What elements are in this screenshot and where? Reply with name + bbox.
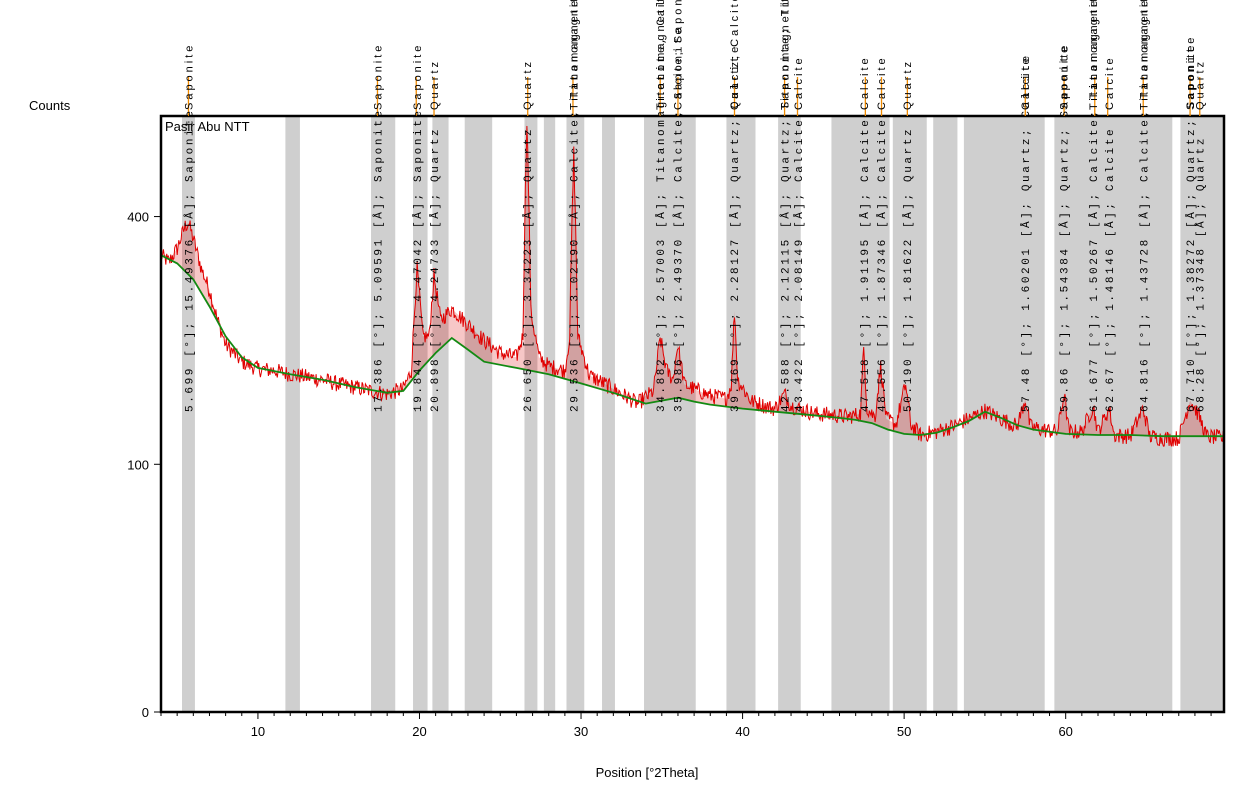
x-tick-label-3: 40: [735, 724, 749, 739]
phase-label-6: Titanomagnetite,: [655, 0, 667, 110]
peak-label-1: 17.386 [°]; 5.09591 [Å]; Saponite: [372, 108, 385, 412]
x-tick-label-4: 50: [897, 724, 911, 739]
excluded-range-5: [464, 116, 493, 712]
phase-label-15: Saponite: [1058, 43, 1070, 110]
peak-label-20: 68.28 [°]; 1.37348 [Å]; Quartz: [1194, 136, 1207, 412]
excluded-range-10: [644, 116, 696, 712]
x-tick-label-2: 30: [574, 724, 588, 739]
peak-label-8: 39.469 [°]; 2.28127 [Å]; Quartz; Calcite: [729, 44, 742, 412]
phase-label-7: Calcite; Saponite: [673, 0, 685, 110]
x-tick-label-1: 20: [412, 724, 426, 739]
y-tick-label-0: 0: [142, 705, 149, 720]
peak-label-18: 64.816 [°]; 1.43728 [Å]; Calcite; Titano…: [1138, 0, 1151, 412]
plot-frame: [159, 114, 1226, 714]
y-tick-label-1: 100: [127, 457, 149, 472]
phase-label-10: Calcite: [793, 55, 805, 110]
peak-label-14: 57.48 [°]; 1.60201 [Å]; Quartz; Calcite: [1020, 53, 1033, 412]
excluded-range-2: [371, 116, 396, 712]
excluded-range-4: [432, 116, 449, 712]
phase-label-20: Quartz: [1194, 59, 1206, 110]
excluded-range-7: [543, 116, 556, 712]
excluded-range-0: [182, 116, 195, 712]
phase-label-18: Titanomagnetite: [1138, 0, 1150, 110]
y-axis-label: Counts: [29, 98, 71, 113]
peak-labels: 5.699 [°]; 15.49376 [Å]; Saponite 17.386 …: [183, 0, 1207, 412]
axes: 10 20 30 40 50 60 0 100 400: [127, 210, 1212, 739]
peak-label-17: 62.67 [°]; 1.48146 [Å]; Calcite: [1104, 127, 1117, 412]
phase-label-19: Saponite: [1185, 43, 1197, 110]
peak-label-6: 34.882 [°]; 2.57003 [Å]; Titanomagnetite…: [655, 0, 668, 412]
excluded-range-11: [726, 116, 756, 712]
excluded-range-9: [602, 116, 615, 712]
peak-label-2: 19.844 [°]; 4.47042 [Å]; Saponite: [412, 108, 425, 412]
phase-label-13: Quartz: [902, 59, 914, 110]
excluded-ranges: [182, 116, 1224, 712]
peak-label-11: 47.518 [°]; 1.91195 [Å]; Calcite: [859, 118, 872, 412]
peak-label-16: 61.677 [°]; 1.50267 [Å]; Calcite; Titano…: [1088, 0, 1101, 412]
peak-label-5: 29.536 [°]; 3.02190 [Å]; Calcite; Titano…: [569, 0, 582, 412]
excluded-range-15: [933, 116, 958, 712]
phase-label-3: Quartz: [429, 59, 441, 110]
peak-label-10: 43.422 [°]; 2.08149 [Å]; Calcite: [793, 118, 806, 412]
series-layer: [161, 118, 1224, 447]
excluded-range-1: [285, 116, 300, 712]
y-tick-label-2: 400: [127, 210, 149, 225]
x-axis-label: Position [°2Theta]: [596, 765, 699, 780]
phase-label-0: Saponite: [183, 43, 195, 110]
x-tick-label-5: 60: [1058, 724, 1072, 739]
peak-label-15: 59.86 [°]; 1.54384 [Å]; Quartz; Saponite: [1058, 44, 1071, 412]
chart-title: Pasir Abu NTT: [165, 119, 250, 134]
x-tick-label-0: 10: [251, 724, 265, 739]
peak-label-3: 20.898 [°]; 4.24733 [Å]; Quartz: [429, 127, 442, 412]
peak-fill: [161, 118, 1224, 437]
peak-label-12: 48.556 [°]; 1.87346 [Å]; Calcite: [876, 118, 889, 412]
reference-ticks: [187, 77, 1201, 116]
phase-label-9: Titanomagnetite: [779, 0, 791, 110]
excluded-range-17: [1054, 116, 1173, 712]
phase-label-5: Titanomagnetite: [569, 0, 581, 110]
phase-label-2: Saponite: [412, 43, 424, 110]
phase-label-8: Quartz; Calcite: [729, 0, 741, 110]
phase-label-12: Calcite: [876, 55, 888, 110]
phase-label-4: Quartz: [522, 59, 534, 110]
excluded-range-6: [524, 116, 538, 712]
peak-label-7: 35.986 [°]; 2.49370 [Å]; Calcite; Saponi…: [673, 26, 686, 412]
peak-label-4: 26.650 [°]; 3.34223 [Å]; Quartz: [522, 127, 535, 412]
pattern-line: [161, 125, 1224, 447]
excluded-range-16: [963, 116, 1045, 712]
background-line: [161, 254, 1224, 438]
phase-label-16: Titanomagnetite: [1088, 0, 1100, 110]
peak-label-0: 5.699 [°]; 15.49376 [Å]; Saponite: [183, 108, 196, 412]
phase-label-1: Saponite: [372, 43, 384, 110]
phase-label-17: Calcite: [1104, 55, 1116, 110]
peak-label-9: 42.588 [°]; 2.12115 [Å]; Quartz; Saponit…: [779, 0, 792, 412]
peak-label-19: 67.710 [°]; 1.38272 [Å]; Quartz; Saponit…: [1185, 35, 1198, 412]
phase-label-11: Calcite: [859, 55, 871, 110]
excluded-range-12: [778, 116, 801, 712]
peak-label-13: 50.190 [°]; 1.81622 [Å]; Quartz: [902, 127, 915, 412]
phase-labels: Saponite Saponite Saponite Quartz Quartz Tita…: [183, 0, 1206, 110]
phase-label-14: Calcite: [1020, 55, 1032, 110]
